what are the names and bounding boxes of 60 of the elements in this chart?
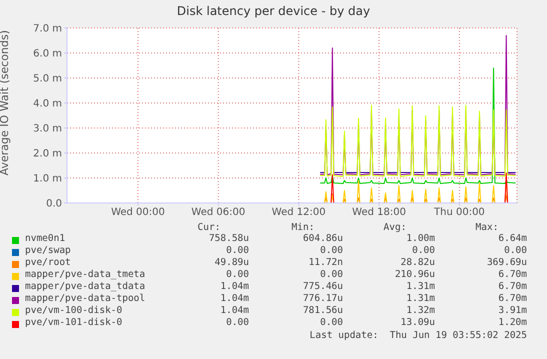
y-tick-label: 4.0 m — [33, 98, 62, 110]
text: 775.46u — [302, 281, 343, 292]
legend-label: nvme0n1 — [25, 233, 66, 244]
legend-label: mapper/pve-data_tdata — [25, 281, 146, 292]
text: 369.69u — [486, 257, 527, 268]
text: 6.64m — [497, 233, 527, 244]
text: 1.04m — [219, 305, 249, 316]
legend-label: mapper/pve-data-tpool — [25, 293, 146, 304]
x-tick-label: Wed 00:00 — [111, 207, 165, 218]
text: 0.00 — [319, 317, 343, 328]
y-tick-label: 1.0 m — [33, 174, 62, 185]
x-tick-label: Wed 06:00 — [191, 207, 246, 218]
text: 0.00 — [503, 245, 527, 256]
text: 0.00 — [225, 269, 249, 280]
text: 1.04m — [219, 281, 249, 292]
y-tick-label: 6.0 m — [33, 48, 62, 60]
y-tick-label: 2.0 m — [33, 148, 62, 160]
text: 49.89u — [214, 257, 249, 268]
y-tick-label: 5.0 m — [33, 74, 62, 85]
text: 28.82u — [400, 257, 435, 268]
text: Cur: — [196, 222, 222, 233]
text: 6.70m — [497, 281, 527, 292]
text: 210.96u — [394, 269, 435, 280]
text: Max: — [474, 222, 499, 233]
text: 1.04m — [219, 293, 249, 304]
legend-label: pve/vm-101-disk-0 — [25, 317, 122, 328]
text: 0.00 — [319, 245, 343, 256]
legend-label: pve/swap — [25, 245, 71, 256]
legend-label: mapper/pve-data_tmeta — [25, 269, 146, 280]
text: 0.00 — [225, 317, 249, 328]
x-tick-label: Wed 12:00 — [272, 207, 326, 218]
x-tick-label: Thu 00:00 — [433, 207, 485, 218]
text: Avg: — [382, 222, 408, 233]
y-axis-title: Average IO Wait (seconds) — [0, 30, 11, 176]
text: 6.70m — [497, 293, 527, 304]
text: 604.86u — [302, 233, 343, 244]
text: 1.32m — [405, 305, 435, 316]
text: Min: — [290, 222, 316, 233]
text: 1.31m — [405, 293, 435, 304]
legend-label: pve/root — [25, 257, 71, 268]
text: 776.17u — [302, 293, 343, 304]
chart-title: Disk latency per device - by day — [176, 4, 372, 18]
x-tick-label: Wed 18:00 — [352, 207, 406, 218]
y-tick-label: 0.0 — [46, 198, 62, 210]
text: 13.09u — [400, 317, 435, 328]
y-tick-label: 3.0 m — [33, 124, 62, 135]
text: 758.58u — [208, 233, 249, 244]
text: 1.00m — [405, 233, 435, 244]
y-tick-label: 7.0 m — [33, 24, 62, 35]
legend-label: pve/vm-100-disk-0 — [25, 305, 122, 316]
text: 11.72n — [308, 257, 343, 268]
text: 6.70m — [497, 269, 527, 280]
text: 1.31m — [405, 281, 435, 292]
text: Last update: Thu Jun 19 03:55:02 2025 — [308, 330, 527, 341]
text: 781.56u — [302, 305, 343, 316]
text: 1.20m — [497, 317, 527, 328]
text: 0.00 — [319, 269, 343, 280]
text: 0.00 — [225, 245, 249, 256]
text: 3.91m — [497, 305, 527, 316]
text: 0.00 — [411, 245, 435, 256]
